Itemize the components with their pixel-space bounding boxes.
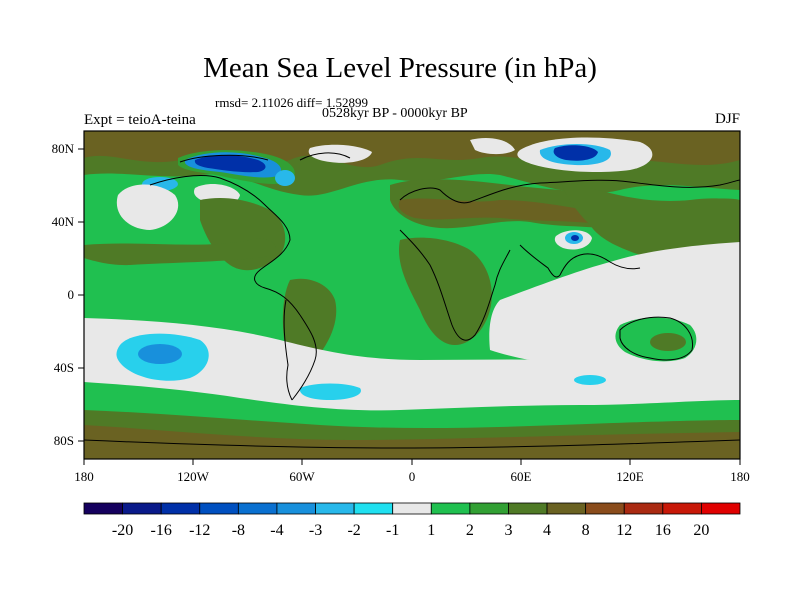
colorbar-swatch (623, 502, 664, 515)
colorbar-swatch (585, 502, 625, 515)
lon-tick-label: 180 (730, 469, 750, 484)
colorbar-label: 8 (582, 522, 590, 539)
colorbar-swatch (508, 502, 548, 515)
colorbar-swatch (315, 502, 355, 515)
lat-tick-label: 40S (54, 360, 74, 375)
latitude-axis: 80N 40N 0 40S 80S (52, 141, 84, 448)
map-title: Mean Sea Level Pressure (in hPa) (203, 52, 597, 84)
colorbar-swatch (353, 502, 394, 515)
colorbar-swatch (83, 502, 123, 515)
colorbar-label: -20 (112, 522, 133, 539)
lat-tick-label: 80S (54, 433, 74, 448)
lon-tick-label: 0 (409, 469, 416, 484)
period-label: 0528kyr BP - 0000kyr BP (322, 106, 468, 121)
colorbar-label: 2 (466, 522, 474, 539)
lon-tick-label: 120W (177, 469, 210, 484)
lon-tick-label: 60W (289, 469, 315, 484)
colorbar-label: 3 (504, 522, 512, 539)
experiment-label: Expt = teioA-teina (84, 112, 196, 128)
colorbar-label: 1 (427, 522, 435, 539)
colorbar-label: -4 (270, 522, 283, 539)
colorbar-label: 20 (693, 522, 709, 539)
lat-tick-label: 0 (68, 287, 75, 302)
colorbar-swatch (469, 502, 509, 515)
colorbar-label: -8 (232, 522, 245, 539)
lon-tick-label: 120E (616, 469, 644, 484)
stats-label: rmsd= 2.11026 diff= 1.52899 (215, 95, 368, 110)
coastlines (84, 152, 740, 449)
colorbar-swatch (276, 502, 316, 515)
colorbar-swatch (662, 502, 702, 515)
colorbar-swatch (546, 502, 587, 515)
lon-tick-label: 60E (511, 469, 532, 484)
colorbar-label: 4 (543, 522, 551, 539)
colorbar-swatch (199, 502, 239, 515)
colorbar-swatch (160, 502, 201, 515)
lat-tick-label: 80N (52, 141, 75, 156)
colorbar-label: -12 (189, 522, 210, 539)
colorbar-label: 12 (616, 522, 632, 539)
colorbar-label: 16 (655, 522, 671, 539)
lat-tick-label: 40N (52, 214, 75, 229)
lon-tick-label: 180 (74, 469, 94, 484)
colorbar-swatch (122, 502, 162, 515)
longitude-axis: 180 120W 60W 0 60E 120E 180 (74, 459, 750, 484)
colorbar-label: -16 (151, 522, 172, 539)
colorbar-label: -2 (347, 522, 360, 539)
colorbar-label: -1 (386, 522, 399, 539)
colorbar-swatch (430, 502, 471, 515)
colorbar-swatch (392, 502, 432, 515)
pressure-field (84, 131, 740, 459)
colorbar-label: -3 (309, 522, 322, 539)
season-label: DJF (714, 111, 740, 127)
colorbar-swatch (701, 502, 741, 515)
colorbar-swatch (237, 502, 278, 515)
colorbar: -20 -16 -12 -8 -4 -3 -2 -1 1 2 3 4 8 12 16 20 (83, 502, 741, 539)
